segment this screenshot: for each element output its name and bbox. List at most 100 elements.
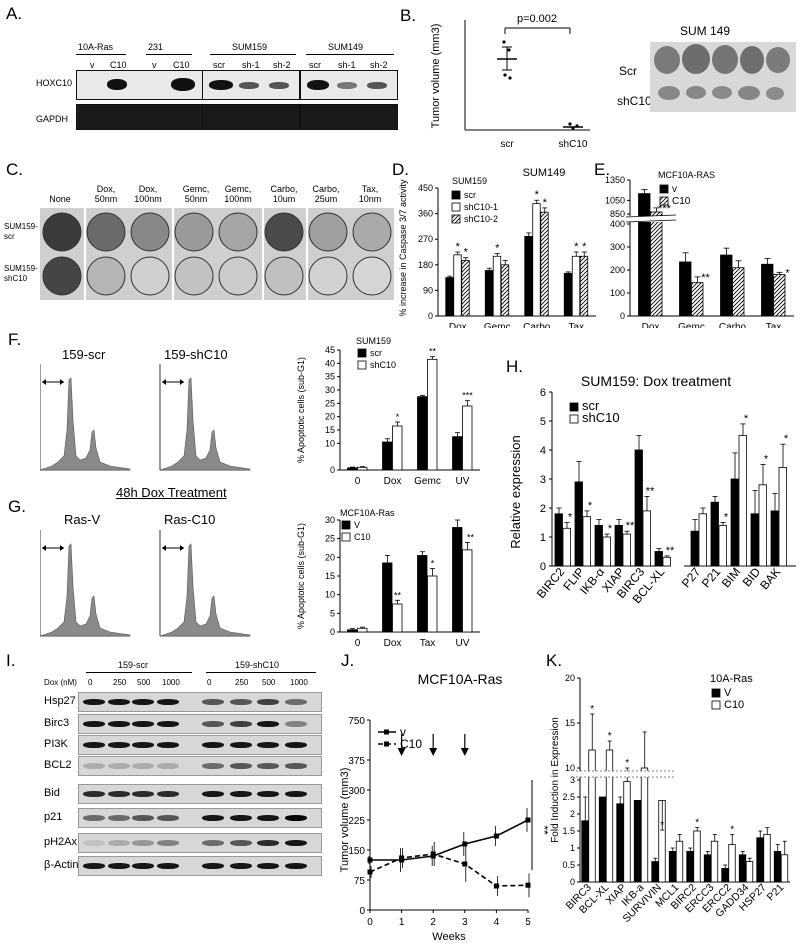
bar [668,850,677,883]
panel-b-ylabel: Tumor volume (mm3) [430,24,442,129]
y-tick-label: 10 [565,763,575,773]
y-tick-label: 0.5 [562,860,575,870]
bar [571,255,581,317]
x-tick-label: Dox [449,322,467,328]
panel-label-h: H. [506,357,523,376]
bar [392,603,403,633]
row-label-gapdh: GAPDH [36,114,69,124]
data-point [430,851,436,857]
chart-title: MCF10A-Ras [418,671,503,687]
x-tick-label: Dox [384,638,402,648]
significance-mark: * [730,824,734,835]
panel-label-j: J. [341,651,355,670]
y-tick-label: 10 [325,590,335,600]
data-point [507,48,511,52]
y-tick-label: 1.5 [562,826,575,836]
plate-label: Dox, 100nm [134,184,162,204]
legend-swatch [357,348,367,358]
legend-swatch [357,360,367,370]
bar [623,781,631,883]
blot-strip [78,856,322,876]
bar [492,255,502,317]
y-tick-label: 850 [610,209,625,219]
culture-well [130,212,170,252]
plate-row-label-scr: SUM159- scr [4,222,38,241]
y-tick-label: 0 [359,906,365,917]
blot-row-label: BCL2 [44,759,72,771]
data-point [462,861,468,867]
dose-label: 0 [88,678,93,687]
cell-line-label: MCF10A-RAS [658,170,715,180]
bar [690,530,699,567]
data-point [502,40,506,44]
y-tick-label: 0 [540,561,546,573]
y-tick-label: 0 [428,311,433,321]
significance-mark: * [764,454,769,466]
x-tick-label: Tax [568,322,584,328]
panel-g-chart: % Apoptotic cells (sub-G1) MCF10A-Ras V C10… [296,508,480,648]
data-point [525,817,531,823]
legend-label: C10 [724,699,744,711]
bar [594,524,603,567]
blot-row-label: PI3K [44,738,68,750]
data-point [503,73,507,77]
legend-label: shC10 [370,360,396,370]
y-tick-label: 3 [540,474,546,486]
blot-group-231: 231 [148,42,164,52]
y-axis-label: Tumor volume (mm3) [339,768,351,873]
bar [770,510,779,567]
lane-label: v [90,60,95,70]
x-tick-label: Dox [642,322,660,328]
bar [581,820,589,883]
legend-swatch [659,196,669,206]
significance-mark: ** [646,485,655,497]
blot-strip [78,784,322,804]
y-tick-label: 20 [325,552,335,562]
blot-strip [78,692,322,712]
bar [616,803,624,883]
cell-line-label: MCF10A-Ras [340,508,395,518]
culture-well [352,212,392,252]
x-tick-label: UV [456,638,470,648]
blot-strip [78,808,322,828]
blot-group-159-scr: 159-scr [118,660,149,670]
blot-row-label: Hsp27 [44,695,76,707]
culture-well [174,256,214,296]
photo-title: SUM 149 [680,24,731,38]
lane-label: scr [309,60,321,70]
x-tick-label: Tax [766,322,782,328]
y-tick-label: 20 [325,412,335,422]
dna-content-histogram [159,543,251,637]
lane-label: sh-2 [370,60,388,70]
significance-mark: * [608,523,613,535]
x-tick-label: 2 [430,917,436,928]
bar [554,513,563,567]
bar [347,629,358,633]
bar [640,767,649,883]
bar [662,556,671,567]
bar [710,501,719,567]
bar [773,274,786,317]
culture-well [86,256,126,296]
y-tick-label: 150 [348,846,365,857]
tumor-photo [650,42,796,112]
culture-well [218,212,258,252]
significance-mark: ** [429,347,437,357]
data-point [367,869,373,875]
bar [703,854,712,883]
bar [347,467,358,471]
blot-row-label: p21 [44,811,63,823]
cell-line-label: SUM159 [356,336,391,346]
x-tick-label: BAK [757,565,783,592]
y-axis-label: % Apoptotic cells (sub-G1) [296,357,306,463]
cell-line-label: 10A-Ras [710,673,753,685]
bar [691,282,704,317]
bar [698,513,707,567]
cell-line-label: SUM159 [452,176,487,186]
bar [532,203,541,317]
bar [718,524,727,567]
data-point [462,841,468,847]
blot-row-label: β-Actin [44,859,79,871]
bar [382,441,393,471]
